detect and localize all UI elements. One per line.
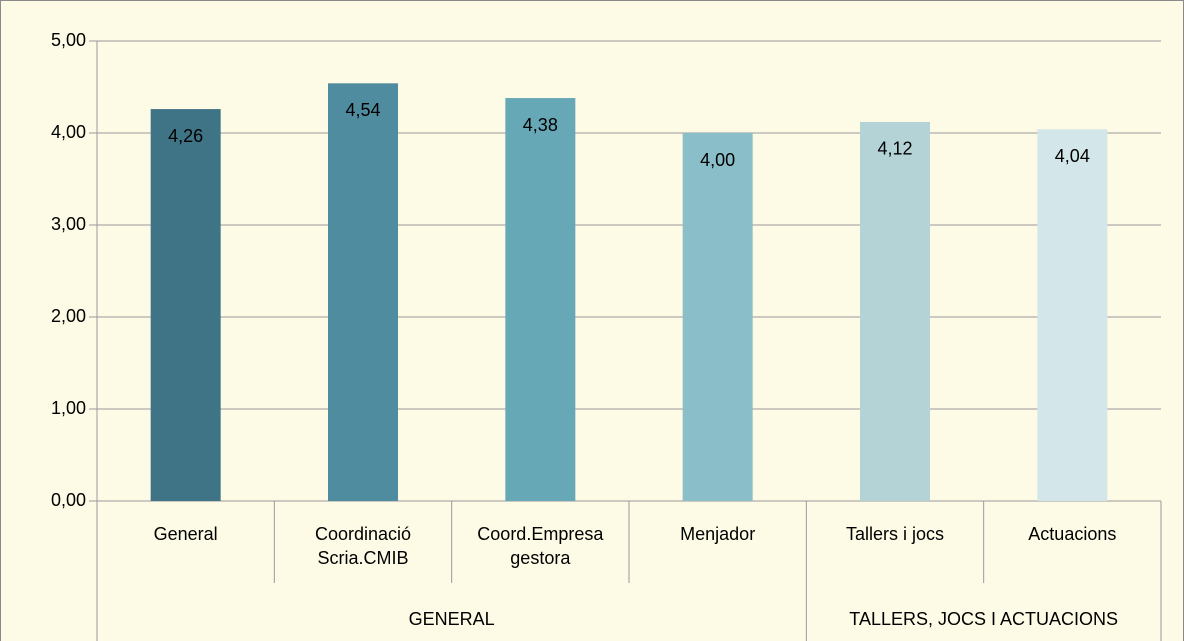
data-label: 4,54 — [345, 100, 380, 120]
y-tick-label: 0,00 — [51, 490, 86, 510]
y-tick-label: 2,00 — [51, 306, 86, 326]
group-label: TALLERS, JOCS I ACTUACIONS — [849, 609, 1118, 629]
data-label: 4,00 — [700, 150, 735, 170]
data-label: 4,38 — [523, 115, 558, 135]
y-tick-label: 5,00 — [51, 30, 86, 50]
y-tick-label: 3,00 — [51, 214, 86, 234]
x-tick-label: Coord.Empresa gestora — [477, 524, 604, 568]
x-tick-label: Tallers i jocs — [846, 524, 944, 544]
y-tick-label: 1,00 — [51, 398, 86, 418]
data-label: 4,12 — [877, 139, 912, 159]
group-label: GENERAL — [409, 609, 495, 629]
bar — [682, 133, 753, 501]
x-tick-label: Coordinació Scria.CMIB — [315, 524, 411, 568]
x-tick-label: Actuacions — [1028, 524, 1116, 544]
bar — [150, 109, 221, 501]
bar — [505, 98, 576, 501]
bar — [860, 121, 930, 502]
bar — [1037, 129, 1108, 501]
data-label: 4,04 — [1055, 146, 1090, 166]
x-tick-label: Menjador — [680, 524, 755, 544]
y-tick-label: 4,00 — [51, 122, 86, 142]
data-label: 4,26 — [168, 126, 203, 146]
x-tick-label: General — [154, 524, 218, 544]
bar — [328, 83, 398, 501]
